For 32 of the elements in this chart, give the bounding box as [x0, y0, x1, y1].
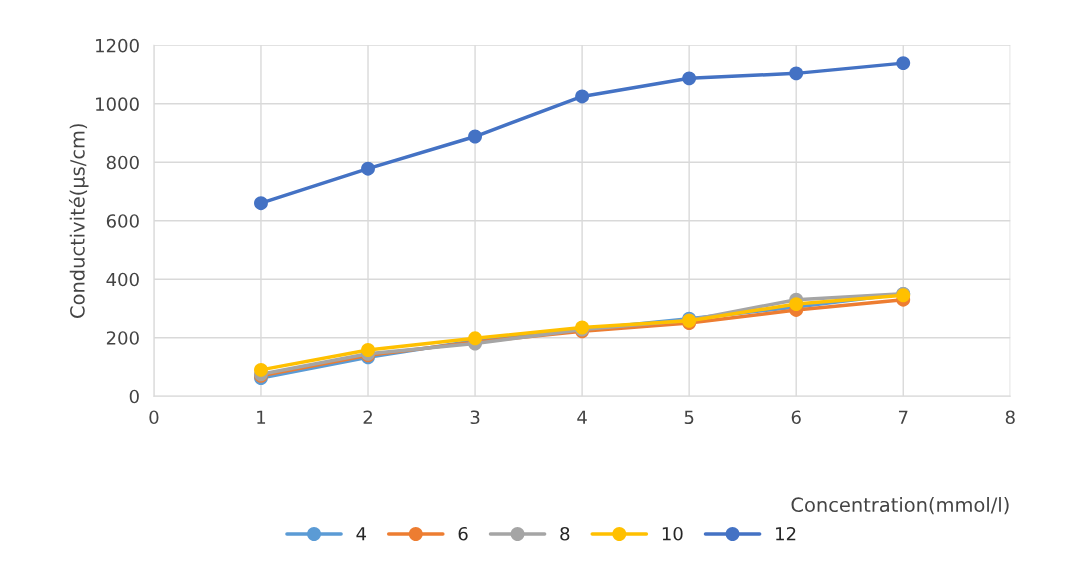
x-tick-label: 8 — [1005, 410, 1015, 425]
point — [254, 196, 268, 211]
x-tick-label: 4 — [577, 410, 587, 424]
y-tick-label: 1000 — [96, 97, 139, 111]
point — [254, 362, 268, 377]
legend-label: 8 — [560, 526, 570, 541]
point — [361, 343, 375, 357]
point — [575, 89, 590, 104]
point — [468, 129, 483, 144]
point — [896, 56, 911, 71]
x-tick-label: 3 — [470, 410, 480, 425]
point — [361, 161, 375, 176]
x-tick-label: 0 — [149, 410, 159, 425]
y-tick-label: 400 — [106, 272, 139, 287]
point — [789, 66, 804, 81]
legend-label: 12 — [776, 526, 796, 541]
x-tick-label: 7 — [898, 410, 908, 424]
x-tick-label: 6 — [791, 410, 801, 425]
y-tick-label: 200 — [106, 331, 139, 345]
y-tick-label: 600 — [106, 214, 139, 228]
point — [682, 71, 697, 86]
legend-label: 6 — [458, 526, 468, 541]
y-tick-label: 0 — [129, 389, 139, 404]
legend-label: 4 — [356, 527, 367, 541]
y-axis-title: Conductivité(µs/cm) — [68, 124, 89, 318]
x-axis-title: Concentration(mmol/l) — [791, 497, 1009, 515]
legend-label: 10 — [662, 526, 683, 541]
x-tick-label: 2 — [363, 410, 372, 424]
x-tick-label: 1 — [257, 410, 266, 424]
y-tick-label: 800 — [106, 155, 139, 170]
x-tick-label: 5 — [684, 410, 694, 425]
y-tick-label: 1200 — [96, 38, 139, 53]
